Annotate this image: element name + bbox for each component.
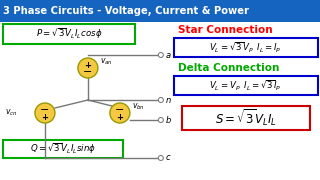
- Text: $v_{an}$: $v_{an}$: [100, 57, 113, 67]
- Bar: [0, 0, 320, 22]
- Text: +: +: [84, 60, 92, 69]
- Circle shape: [158, 156, 163, 161]
- Text: −: −: [40, 105, 50, 115]
- Text: n: n: [166, 96, 171, 105]
- Text: b: b: [166, 116, 171, 125]
- Text: $P = \sqrt{3}V_L I_L cos\phi$: $P = \sqrt{3}V_L I_L cos\phi$: [36, 27, 102, 41]
- Bar: [174, 76, 318, 95]
- Text: $Q = \sqrt{3}V_L I_L sin\phi$: $Q = \sqrt{3}V_L I_L sin\phi$: [30, 142, 96, 156]
- Text: $V_L = V_P \;\; I_L = \sqrt{3}I_P$: $V_L = V_P \;\; I_L = \sqrt{3}I_P$: [210, 78, 282, 93]
- Text: +: +: [42, 112, 48, 122]
- Text: 3 Phase Circuits - Voltage, Current & Power: 3 Phase Circuits - Voltage, Current & Po…: [3, 6, 249, 16]
- Bar: [3, 24, 135, 44]
- Bar: [182, 106, 310, 130]
- Bar: [174, 38, 318, 57]
- Text: $V_L = \sqrt{3}V_P \;\; I_L = I_P$: $V_L = \sqrt{3}V_P \;\; I_L = I_P$: [210, 40, 282, 55]
- Text: +: +: [116, 112, 124, 122]
- Bar: [3, 140, 123, 158]
- Circle shape: [158, 98, 163, 102]
- Text: −: −: [83, 67, 92, 77]
- Text: $v_{bn}$: $v_{bn}$: [132, 102, 145, 112]
- Circle shape: [110, 103, 130, 123]
- Text: Star Connection: Star Connection: [178, 25, 272, 35]
- Text: −: −: [115, 105, 124, 115]
- Text: c: c: [166, 154, 171, 163]
- Circle shape: [35, 103, 55, 123]
- Circle shape: [78, 58, 98, 78]
- Text: a: a: [166, 51, 171, 60]
- Circle shape: [158, 118, 163, 123]
- Text: Delta Connection: Delta Connection: [178, 63, 279, 73]
- Text: $S = \sqrt{3}V_L I_L$: $S = \sqrt{3}V_L I_L$: [215, 108, 276, 128]
- Circle shape: [158, 53, 163, 57]
- Text: $v_{cn}$: $v_{cn}$: [5, 108, 18, 118]
